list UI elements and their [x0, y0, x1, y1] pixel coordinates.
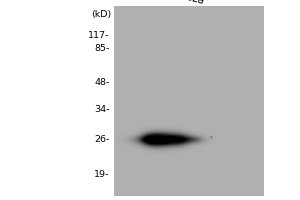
Text: HeLa: HeLa	[179, 0, 205, 6]
Text: 48-: 48-	[94, 78, 110, 87]
FancyBboxPatch shape	[114, 6, 264, 196]
Text: 34-: 34-	[94, 105, 110, 114]
Text: 26-: 26-	[94, 135, 110, 144]
Text: (kD): (kD)	[91, 10, 111, 19]
Text: 117-: 117-	[88, 31, 109, 40]
Text: *: *	[210, 136, 213, 141]
Text: 85-: 85-	[94, 44, 110, 53]
Text: 19-: 19-	[94, 170, 110, 179]
